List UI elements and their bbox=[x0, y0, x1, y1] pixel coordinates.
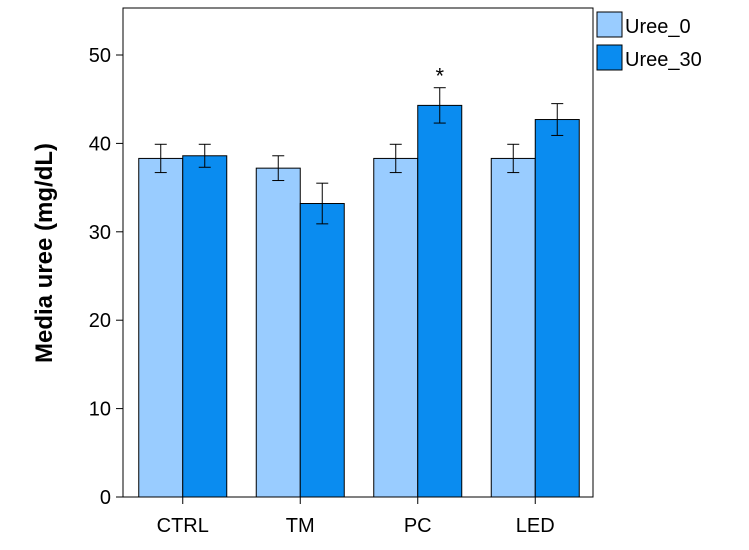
significance-asterisk: * bbox=[435, 64, 444, 89]
legend: Uree_0 Uree_30 bbox=[596, 11, 702, 71]
y-tick-label: 50 bbox=[89, 45, 111, 67]
y-tick-label: 0 bbox=[100, 487, 111, 509]
bar-led-uree-0 bbox=[490, 157, 536, 498]
y-tick-label: 30 bbox=[89, 222, 111, 244]
y-tick-label: 40 bbox=[89, 133, 111, 155]
bar-tm-uree-0 bbox=[255, 167, 301, 498]
x-tick-label-pc: PC bbox=[404, 515, 432, 537]
annotations: * bbox=[435, 64, 444, 89]
legend-label-uree-0: Uree_0 bbox=[625, 16, 691, 38]
bars bbox=[138, 87, 580, 498]
y-axis-label: Media uree (mg/dL) bbox=[31, 143, 58, 363]
x-ticks: CTRL TM PC LED bbox=[157, 497, 555, 537]
legend-label-uree-30: Uree_30 bbox=[625, 49, 702, 71]
bar-led-uree-30 bbox=[534, 119, 580, 498]
legend-swatch-uree-0 bbox=[596, 11, 623, 38]
bar-tm-uree-30 bbox=[299, 203, 345, 498]
x-tick-label-led: LED bbox=[516, 515, 555, 537]
x-tick-label-tm: TM bbox=[286, 515, 315, 537]
y-tick-label: 20 bbox=[89, 310, 111, 332]
y-ticks: 0 10 20 30 40 50 bbox=[89, 45, 123, 509]
x-tick-label-ctrl: CTRL bbox=[157, 515, 209, 537]
bar-ctrl-uree-0 bbox=[138, 157, 184, 498]
bar-pc-uree-0 bbox=[373, 157, 419, 498]
y-tick-label: 10 bbox=[89, 399, 111, 421]
legend-swatch-uree-30 bbox=[596, 44, 623, 71]
bar-pc-uree-30 bbox=[417, 104, 463, 498]
bar-ctrl-uree-30 bbox=[182, 155, 228, 498]
